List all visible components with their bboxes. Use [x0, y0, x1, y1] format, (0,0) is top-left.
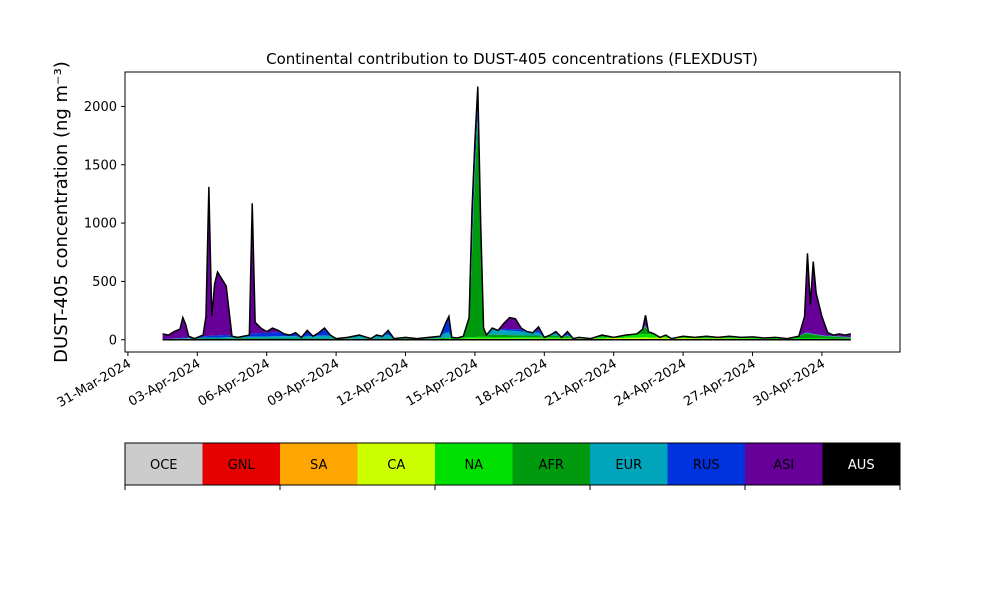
legend-label-gnl: GNL	[228, 458, 256, 473]
legend-swatch-sa	[280, 443, 358, 485]
y-tick-label: 500	[92, 275, 117, 290]
legend-swatch-rus	[667, 443, 745, 485]
y-tick-label: 0	[109, 333, 117, 348]
x-tick-label: 27-Apr-2024	[681, 356, 758, 409]
x-tick-label: 18-Apr-2024	[473, 356, 550, 409]
legend-swatch-na	[435, 443, 513, 485]
legend-swatch-ca	[357, 443, 435, 485]
area-series-rus	[162, 103, 851, 340]
legend-swatch-afr	[512, 443, 590, 485]
y-tick-label: 2000	[84, 100, 117, 115]
legend-label-na: NA	[464, 458, 483, 473]
x-tick-label: 21-Apr-2024	[543, 356, 620, 409]
x-tick-label: 24-Apr-2024	[612, 356, 689, 409]
area-series-eur	[162, 115, 851, 340]
x-tick-label: 12-Apr-2024	[334, 356, 411, 409]
area-series-asi	[162, 86, 851, 340]
legend-swatch-oce	[125, 443, 203, 485]
plot-frame	[124, 71, 901, 353]
legend-swatch-aus	[822, 443, 900, 485]
legend-colorbar: OCE GNL SA CA NA AFR EUR RUS ASI AUS	[124, 442, 901, 490]
area-series-afr	[162, 121, 851, 340]
x-tick-label: 06-Apr-2024	[196, 356, 273, 409]
total-outline-line	[162, 86, 851, 340]
y-tick-label: 1500	[84, 158, 117, 173]
x-tick-label: 15-Apr-2024	[404, 356, 481, 409]
legend-label-aus: AUS	[848, 458, 875, 473]
legend-label-afr: AFR	[539, 458, 564, 473]
legend-label-oce: OCE	[150, 458, 178, 473]
legend-label-ca: CA	[387, 458, 405, 473]
legend-frame	[124, 442, 901, 486]
legend-label-eur: EUR	[615, 458, 642, 473]
x-tick-label: 30-Apr-2024	[751, 356, 828, 409]
y-axis-label: DUST-405 concentration (ng m⁻³)	[51, 61, 72, 363]
x-tick-label: 09-Apr-2024	[265, 356, 342, 409]
plot-area	[162, 86, 851, 341]
x-tick-label: 03-Apr-2024	[126, 356, 203, 409]
legend-swatch-eur	[590, 443, 668, 485]
y-tick-label: 1000	[84, 217, 117, 232]
legend-label-sa: SA	[310, 458, 327, 473]
x-tick-label: 31-Mar-2024	[55, 356, 134, 410]
legend-swatch-asi	[745, 443, 823, 485]
legend-swatch-gnl	[202, 443, 280, 485]
legend-label-asi: ASI	[773, 458, 794, 473]
chart-title: Continental contribution to DUST-405 con…	[266, 50, 758, 68]
area-series-na	[162, 333, 851, 340]
legend-label-rus: RUS	[693, 458, 720, 473]
